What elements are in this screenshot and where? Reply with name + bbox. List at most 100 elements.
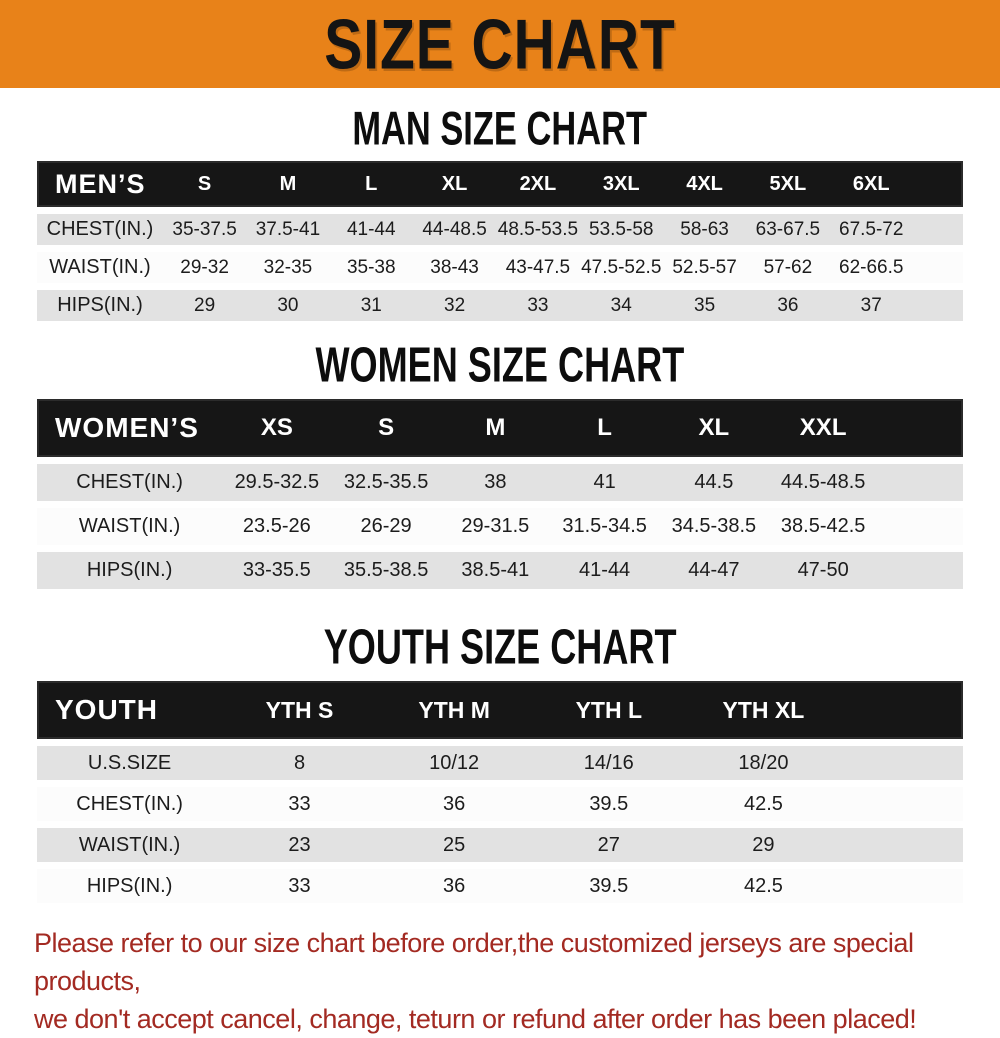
size-column-header: 2XL (496, 161, 580, 207)
size-value-cell: 67.5-72 (829, 214, 913, 245)
row-spacer-cell (840, 869, 963, 903)
size-value-cell: 32 (412, 290, 497, 321)
size-column-header: XXL (768, 399, 878, 457)
size-value-cell: 39.5 (531, 869, 687, 903)
size-value-cell: 29.5-32.5 (222, 464, 332, 501)
size-value-cell: 41 (549, 464, 660, 501)
size-value-cell: 44.5-48.5 (768, 464, 878, 501)
measurement-row-label: CHEST(IN.) (37, 214, 163, 245)
size-value-cell: 32.5-35.5 (331, 464, 441, 501)
youth-size-table: YOUTH YTH S YTH M YTH L YTH XL U.S.SIZE 8 10/12… (37, 674, 963, 910)
youth-size-section: YOUTH SIZE CHART YOUTH YTH S YTH M YTH L YTH… (0, 620, 1000, 910)
size-table-header-row: MEN’S S M L XL 2XL 3XL 4XL 5XL 6XL (37, 161, 963, 207)
size-column-header: YTH S (222, 681, 377, 739)
size-value-cell: 33 (222, 869, 377, 903)
size-chart-banner: SIZE CHART (0, 0, 1000, 88)
size-column-header: YTH L (531, 681, 687, 739)
size-value-cell: 39.5 (531, 787, 687, 821)
size-value-cell: 38 (440, 464, 550, 501)
men-section-heading: MAN SIZE CHART (352, 102, 648, 155)
size-table-header-row: WOMEN’S XS S M L XL XXL (37, 399, 963, 457)
size-column-header: YTH XL (686, 681, 841, 739)
size-table-row: CHEST(IN.) 33 36 39.5 42.5 (37, 787, 963, 821)
header-spacer-cell (840, 681, 963, 739)
size-value-cell: 43-47.5 (496, 252, 580, 283)
size-value-cell: 18/20 (686, 746, 841, 780)
size-value-cell: 48.5-53.5 (496, 214, 580, 245)
size-value-cell: 38.5-41 (440, 552, 550, 589)
header-spacer-cell (912, 161, 963, 207)
size-value-cell: 34 (579, 290, 663, 321)
size-value-cell: 27 (531, 828, 687, 862)
size-value-cell: 35.5-38.5 (331, 552, 441, 589)
size-value-cell: 57-62 (746, 252, 830, 283)
measurement-row-label: HIPS(IN.) (37, 552, 223, 589)
size-table-row: WAIST(IN.) 29-32 32-35 35-38 38-43 43-47.5 47.… (37, 252, 963, 283)
size-column-header: XL (659, 399, 769, 457)
row-spacer-cell (840, 828, 963, 862)
size-value-cell: 36 (376, 787, 532, 821)
table-group-label: WOMEN’S (37, 399, 223, 457)
size-column-header: YTH M (376, 681, 532, 739)
size-table-row: WAIST(IN.) 23.5-26 26-29 29-31.5 31.5-34.5 34… (37, 508, 963, 545)
size-value-cell: 30 (246, 290, 330, 321)
women-size-section: WOMEN SIZE CHART WOMEN’S XS S M L XL XXL CHEST(… (0, 338, 1000, 596)
size-value-cell: 35 (662, 290, 747, 321)
row-spacer-cell (912, 290, 963, 321)
size-value-cell: 38.5-42.5 (768, 508, 878, 545)
size-value-cell: 33 (222, 787, 377, 821)
size-table-header-row: YOUTH YTH S YTH M YTH L YTH XL (37, 681, 963, 739)
header-spacer-cell (877, 399, 963, 457)
size-value-cell: 42.5 (686, 869, 841, 903)
size-column-header: 5XL (746, 161, 830, 207)
size-value-cell: 29 (162, 290, 247, 321)
size-value-cell: 38-43 (412, 252, 497, 283)
table-group-label: MEN’S (37, 161, 163, 207)
row-spacer-cell (877, 464, 963, 501)
size-value-cell: 42.5 (686, 787, 841, 821)
size-column-header: XL (412, 161, 497, 207)
table-group-label: YOUTH (37, 681, 223, 739)
size-value-cell: 33 (496, 290, 580, 321)
size-table-row: CHEST(IN.) 29.5-32.5 32.5-35.5 38 41 44.5 44.5… (37, 464, 963, 501)
size-table-row: WAIST(IN.) 23 25 27 29 (37, 828, 963, 862)
size-value-cell: 52.5-57 (662, 252, 747, 283)
measurement-row-label: WAIST(IN.) (37, 252, 163, 283)
size-value-cell: 29-32 (162, 252, 247, 283)
size-value-cell: 14/16 (531, 746, 687, 780)
measurement-row-label: CHEST(IN.) (37, 464, 223, 501)
size-value-cell: 33-35.5 (222, 552, 332, 589)
size-value-cell: 37.5-41 (246, 214, 330, 245)
size-value-cell: 29 (686, 828, 841, 862)
row-spacer-cell (840, 746, 963, 780)
size-value-cell: 63-67.5 (746, 214, 830, 245)
size-value-cell: 41-44 (549, 552, 660, 589)
size-value-cell: 36 (376, 869, 532, 903)
size-table-row: CHEST(IN.) 35-37.5 37.5-41 41-44 44-48.5 48.5… (37, 214, 963, 245)
size-column-header: M (246, 161, 330, 207)
size-table-row: U.S.SIZE 8 10/12 14/16 18/20 (37, 746, 963, 780)
size-value-cell: 35-37.5 (162, 214, 247, 245)
size-column-header: 3XL (579, 161, 663, 207)
measurement-row-label: HIPS(IN.) (37, 290, 163, 321)
size-table-row: HIPS(IN.) 33-35.5 35.5-38.5 38.5-41 41-44 44-… (37, 552, 963, 589)
size-value-cell: 8 (222, 746, 377, 780)
row-spacer-cell (912, 214, 963, 245)
size-value-cell: 26-29 (331, 508, 441, 545)
size-value-cell: 10/12 (376, 746, 532, 780)
size-value-cell: 44.5 (659, 464, 769, 501)
measurement-row-label: CHEST(IN.) (37, 787, 223, 821)
banner-title: SIZE CHART (324, 4, 676, 84)
size-column-header: L (549, 399, 660, 457)
size-value-cell: 35-38 (329, 252, 413, 283)
size-column-header: S (331, 399, 441, 457)
women-section-heading: WOMEN SIZE CHART (315, 338, 685, 393)
size-column-header: L (329, 161, 413, 207)
size-value-cell: 62-66.5 (829, 252, 913, 283)
women-size-table: WOMEN’S XS S M L XL XXL CHEST(IN.) 29.5-32.5 32.5… (37, 392, 963, 596)
size-value-cell: 47-50 (768, 552, 878, 589)
row-spacer-cell (877, 552, 963, 589)
youth-section-heading: YOUTH SIZE CHART (323, 620, 677, 675)
size-column-header: 6XL (829, 161, 913, 207)
size-value-cell: 44-48.5 (412, 214, 497, 245)
